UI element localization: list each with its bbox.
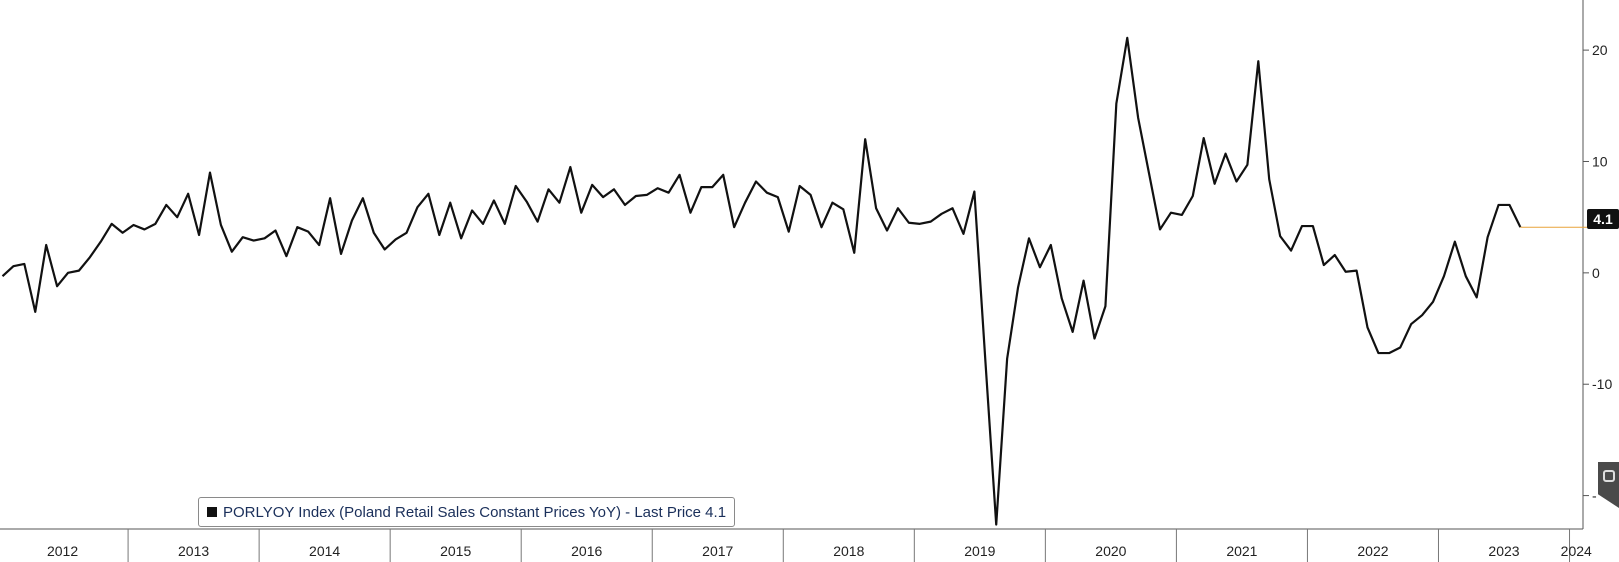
y-tick-label: 20 (1592, 42, 1608, 58)
panel-icon (1602, 470, 1615, 482)
y-tick-label: 0 (1592, 265, 1600, 281)
x-tick-label: 2015 (440, 543, 471, 559)
x-tick-label: 2020 (1095, 543, 1126, 559)
x-tick-label: 2022 (1357, 543, 1388, 559)
legend-swatch (207, 507, 217, 517)
y-tick-label: -10 (1592, 376, 1612, 392)
series-line (1, 36, 1522, 526)
x-tick-label: 2021 (1226, 543, 1257, 559)
side-panel-toggle-button[interactable] (1598, 462, 1619, 508)
last-price-tag: 4.1 (1587, 209, 1619, 229)
x-tick-label: 2019 (964, 543, 995, 559)
x-tick-label: 2018 (833, 543, 864, 559)
y-axis-ticks: 20 10 0 -10 - (1583, 42, 1612, 504)
x-tick-label: 2023 (1488, 543, 1519, 559)
x-tick-label: 2024 (1561, 543, 1592, 559)
x-tick-label: 2016 (571, 543, 602, 559)
legend-box: PORLYOY Index (Poland Retail Sales Const… (198, 497, 736, 527)
x-tick-label: 2014 (309, 543, 340, 559)
series-layer (1, 36, 1522, 526)
legend-text: PORLYOY Index (Poland Retail Sales Const… (223, 503, 727, 521)
y-tick-label: 10 (1592, 153, 1608, 169)
x-tick-label: 2017 (702, 543, 733, 559)
x-axis-ticks: 2012 2013 2014 2015 2016 2017 2018 2019 2020 2021… (47, 529, 1592, 562)
x-tick-label: 2012 (47, 543, 78, 559)
x-tick-label: 2013 (178, 543, 209, 559)
y-tick-label: - (1592, 488, 1597, 504)
